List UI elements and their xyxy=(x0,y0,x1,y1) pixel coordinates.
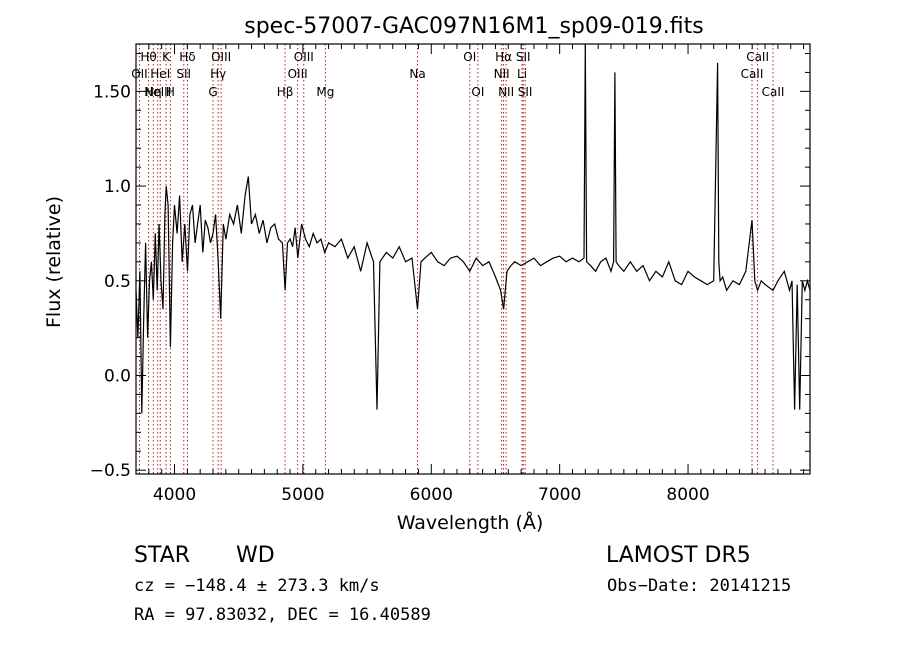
object-subclass: WD xyxy=(236,543,275,568)
line-marker-label: Hα xyxy=(495,50,512,64)
y-tick-label: 1.0 xyxy=(104,177,131,197)
y-tick-label: 0.0 xyxy=(104,366,131,386)
x-axis: 4000 5000 6000 7000 8000 xyxy=(148,44,805,505)
y-axis: −0.5 0.0 0.5 1.0 1.50 xyxy=(90,52,810,481)
x-tick-label: 4000 xyxy=(153,485,196,505)
line-marker-label: CaII xyxy=(741,67,764,81)
observation-date: Obs−Date: 20141215 xyxy=(607,576,791,596)
line-marker-label: HeI xyxy=(150,67,170,81)
line-marker-label: Hβ xyxy=(277,85,294,99)
line-marker-label: OIII xyxy=(211,50,231,64)
line-marker-label: H xyxy=(166,85,175,99)
survey-label: LAMOST DR5 xyxy=(606,543,751,568)
line-marker-label: OIII xyxy=(294,50,314,64)
line-marker-label: Hγ xyxy=(210,67,226,81)
line-marker-label: Hθ xyxy=(140,50,156,64)
spectrum-line xyxy=(135,43,811,414)
line-marker-label: Na xyxy=(409,67,425,81)
line-marker-label: CaII xyxy=(762,85,785,99)
line-marker-label: OII xyxy=(131,67,148,81)
line-marker-label: SII xyxy=(516,50,531,64)
line-marker-label: K xyxy=(162,50,171,64)
chart-title: spec-57007-GAC097N16M1_sp09-019.fits xyxy=(244,14,704,39)
coordinates: RA = 97.83032, DEC = 16.40589 xyxy=(134,605,431,625)
line-marker-label: CaII xyxy=(746,50,769,64)
y-tick-label: 1.50 xyxy=(93,82,131,102)
line-markers xyxy=(138,44,774,474)
line-marker-label: Mg xyxy=(316,85,334,99)
x-axis-label: Wavelength (Å) xyxy=(397,511,544,534)
x-tick-label: 6000 xyxy=(410,485,453,505)
line-marker-label: G xyxy=(208,85,217,99)
line-marker-label: OI xyxy=(463,50,476,64)
redshift-info: cz = −148.4 ± 273.3 km/s xyxy=(134,576,380,596)
y-tick-label: −0.5 xyxy=(90,461,131,481)
x-tick-label: 8000 xyxy=(666,485,709,505)
line-marker-label: NII xyxy=(494,67,510,81)
plot-frame xyxy=(135,43,811,475)
line-marker-label: Hδ xyxy=(179,50,195,64)
y-axis-label: Flux (relative) xyxy=(43,196,65,328)
line-marker-label: Hη xyxy=(145,85,162,99)
line-marker-label: Li xyxy=(517,67,527,81)
x-tick-label: 5000 xyxy=(281,485,324,505)
line-marker-label: NII xyxy=(498,85,514,99)
line-marker-labels: OIIHθHηNeIIIHeIKHSIIHδGHγOIIIHβOIIIOIIIM… xyxy=(131,50,784,99)
line-marker-label: OI xyxy=(471,85,484,99)
line-marker-label: NeIII xyxy=(144,85,171,99)
x-tick-label: 7000 xyxy=(538,485,581,505)
line-marker-label: SII xyxy=(176,67,191,81)
line-marker-label: SII xyxy=(518,85,533,99)
object-class: STAR xyxy=(134,543,190,568)
y-tick-label: 0.5 xyxy=(104,272,131,292)
line-marker-label: OIII xyxy=(288,67,308,81)
